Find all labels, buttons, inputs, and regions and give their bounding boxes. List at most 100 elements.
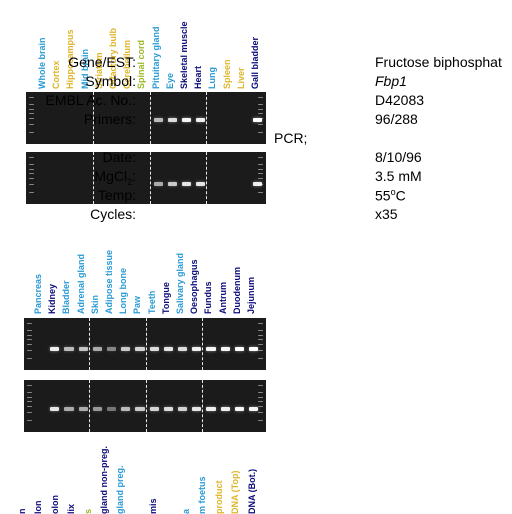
ladder-mark xyxy=(258,157,263,158)
lane-label: Adipose tissue xyxy=(104,250,114,314)
pcr-band xyxy=(239,118,248,122)
pcr-band xyxy=(121,347,130,351)
lane-label: Kidney xyxy=(47,284,57,314)
ladder-mark xyxy=(258,406,263,407)
ladder-mark xyxy=(258,335,263,336)
lane-label: Eye xyxy=(165,73,175,89)
pcr-band xyxy=(178,347,187,351)
ladder-mark xyxy=(27,323,32,324)
pcr-band xyxy=(206,407,215,411)
ladder-mark xyxy=(29,109,34,110)
ladder-mark xyxy=(258,124,263,125)
pcr-band xyxy=(154,118,163,122)
pcr-band xyxy=(221,407,230,411)
ladder-mark xyxy=(258,420,263,421)
date-label: Date: xyxy=(0,149,136,165)
lane-label: Antrum xyxy=(218,282,228,314)
lane-label: Adrenal gland xyxy=(76,254,86,314)
ladder-mark xyxy=(258,109,263,110)
ladder-mark xyxy=(258,164,263,165)
pcr-label: PCR; xyxy=(274,130,307,146)
lane-label: Jejunum xyxy=(246,277,256,314)
lane-label: Lung xyxy=(207,67,217,89)
pcr-band xyxy=(64,347,73,351)
gene-label: Gene/EST: xyxy=(0,54,136,70)
lane-label: a xyxy=(181,509,191,514)
lane-label: Skeletal muscle xyxy=(179,21,189,89)
ladder-mark xyxy=(258,330,263,331)
lane-label: DNA (Bot.) xyxy=(247,469,257,514)
ladder-mark xyxy=(27,420,32,421)
lane-label: n xyxy=(17,509,27,514)
pcr-band xyxy=(192,407,201,411)
lane-label: m foetus xyxy=(197,476,207,514)
lane-label: product xyxy=(214,481,224,514)
ladder-mark xyxy=(258,392,263,393)
lane-label: Oesophagus xyxy=(189,259,199,314)
pcr-band xyxy=(210,182,219,186)
ladder-mark xyxy=(258,323,263,324)
lane-label: gland preg. xyxy=(115,465,125,514)
primers-label: Primers: xyxy=(0,111,136,127)
lane-label: s xyxy=(83,509,93,514)
lane-label: Salivary gland xyxy=(175,253,185,314)
ladder-mark xyxy=(258,192,263,193)
lane-separator xyxy=(89,318,90,370)
ladder-mark xyxy=(258,169,263,170)
ladder-mark xyxy=(258,401,263,402)
ladder-mark xyxy=(27,385,32,386)
lane-label: Paw xyxy=(132,296,142,314)
lane-separator xyxy=(206,92,207,144)
pcr-band xyxy=(239,182,248,186)
lane-label: DNA (Top) xyxy=(230,471,240,514)
symbol-value: Fbp1 xyxy=(375,73,407,89)
ladder-mark xyxy=(258,173,263,174)
lane-label: Skin xyxy=(90,295,100,314)
pcr-band xyxy=(210,118,219,122)
lane-label: Liver xyxy=(236,67,246,89)
lane-separator xyxy=(146,380,147,432)
pcr-band xyxy=(64,407,73,411)
pcr-band xyxy=(50,347,59,351)
ladder-mark xyxy=(258,412,263,413)
temp-value: 55oC xyxy=(375,187,406,204)
ladder-mark xyxy=(258,385,263,386)
lane-label: Spleen xyxy=(222,59,232,89)
pcr-band xyxy=(150,347,159,351)
pcr-band xyxy=(50,407,59,411)
pcr-band xyxy=(164,407,173,411)
lane-label: Gall bladder xyxy=(250,37,260,89)
ladder-mark xyxy=(258,350,263,351)
cycles-label: Cycles: xyxy=(0,206,136,222)
ladder-mark xyxy=(258,339,263,340)
pcr-band xyxy=(107,347,116,351)
ladder-mark xyxy=(258,104,263,105)
pcr-band xyxy=(249,407,258,411)
pcr-band xyxy=(253,182,262,186)
lane-separator xyxy=(146,318,147,370)
pcr-band xyxy=(79,407,88,411)
pcr-band xyxy=(36,347,45,351)
ladder-mark xyxy=(258,397,263,398)
pcr-band xyxy=(249,347,258,351)
mgcl-label-colon: : xyxy=(132,168,136,184)
temp-label: Temp: xyxy=(0,187,136,203)
pcr-band xyxy=(192,347,201,351)
mgcl-label: MgCl2: xyxy=(0,168,136,187)
pcr-band xyxy=(196,118,205,122)
gel-panel-2-top xyxy=(24,318,266,370)
lane-separator xyxy=(89,380,90,432)
lane-separator xyxy=(206,152,207,204)
pcr-band xyxy=(154,182,163,186)
mgcl-label-main: MgCl xyxy=(94,168,127,184)
pcr-band xyxy=(235,407,244,411)
embl-value: D42083 xyxy=(375,92,424,108)
lane-label: Duodenum xyxy=(232,267,242,314)
ladder-mark xyxy=(258,113,263,114)
pcr-band xyxy=(107,407,116,411)
pcr-band xyxy=(93,407,102,411)
lane-label: Pancreas xyxy=(33,274,43,314)
ladder-mark xyxy=(27,358,32,359)
